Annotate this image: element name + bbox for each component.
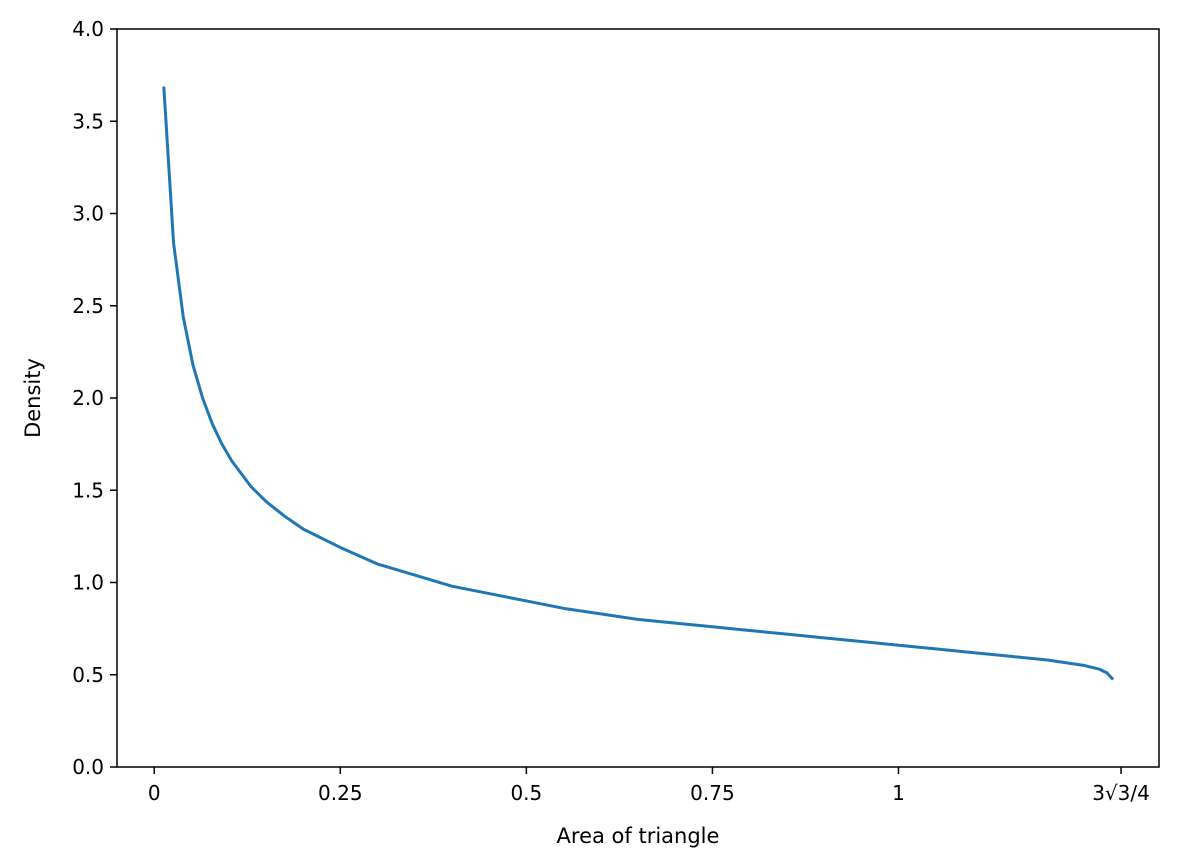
series-line	[162, 86, 1115, 681]
x-tick-label: 0	[148, 781, 161, 805]
y-tick-label: 2.5	[72, 294, 104, 318]
y-tick-label: 4.0	[72, 17, 104, 41]
x-tick-label: 3√3/4	[1092, 781, 1150, 805]
y-tick-label: 1.0	[72, 571, 104, 595]
plot-area	[117, 29, 1159, 767]
y-tick-label: 0.5	[72, 663, 104, 687]
x-axis-label: Area of triangle	[557, 824, 720, 848]
y-tick-label: 3.0	[72, 202, 104, 226]
x-axis-ticks: 0 0.25 0.5 0.75 1 3√3/4	[148, 767, 1150, 805]
y-tick-label: 2.0	[72, 386, 104, 410]
y-tick-label: 3.5	[72, 109, 104, 133]
x-tick-label: 0.5	[510, 781, 542, 805]
y-tick-label: 1.5	[72, 478, 104, 502]
plot-frame	[116, 28, 1160, 768]
y-axis-label: Density	[21, 358, 45, 438]
series-layer	[162, 86, 1115, 681]
x-tick-label: 0.25	[318, 781, 363, 805]
x-tick-label: 1	[892, 781, 905, 805]
y-tick-label: 0.0	[72, 755, 104, 779]
y-axis-ticks: 0.0 0.5 1.0 1.5 2.0 2.5 3.0 3.5 4.0	[72, 17, 117, 779]
x-tick-label: 0.75	[690, 781, 735, 805]
